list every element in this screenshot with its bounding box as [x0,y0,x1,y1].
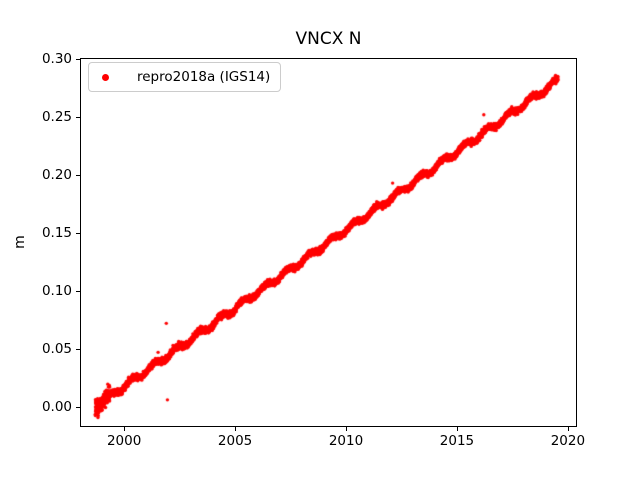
y-tick-mark [76,348,80,350]
x-tick-label: 2015 [439,433,475,449]
y-tick-label: 0.25 [41,109,72,125]
x-tick-label: 2005 [217,433,253,449]
x-tick-label: 2010 [328,433,364,449]
y-tick-mark [76,290,80,292]
y-tick-label: 0.05 [41,340,72,357]
y-tick-label: 0.20 [41,166,72,183]
y-tick-label: 0.10 [41,282,72,299]
x-tick-mark [567,427,569,431]
y-tick-mark [76,406,80,408]
y-tick-mark [76,117,80,118]
y-tick-label: 0.00 [41,398,72,415]
x-tick-mark [235,427,237,431]
y-tick-label: 0.30 [41,51,72,68]
chart-title: VNCX N [295,29,362,49]
y-tick-mark [76,174,80,176]
x-tick-mark [456,427,458,431]
x-tick-mark [124,427,126,431]
y-tick-label: 0.15 [41,224,72,241]
x-tick-label: 2020 [550,433,586,449]
y-tick-mark [76,232,80,234]
x-tick-mark [346,427,348,431]
y-tick-mark [76,59,80,61]
legend: repro2018a (IGS14) [88,62,281,92]
x-tick-label: 2000 [106,433,142,449]
legend-marker-icon [102,73,109,81]
legend-label: repro2018a (IGS14) [137,69,271,85]
